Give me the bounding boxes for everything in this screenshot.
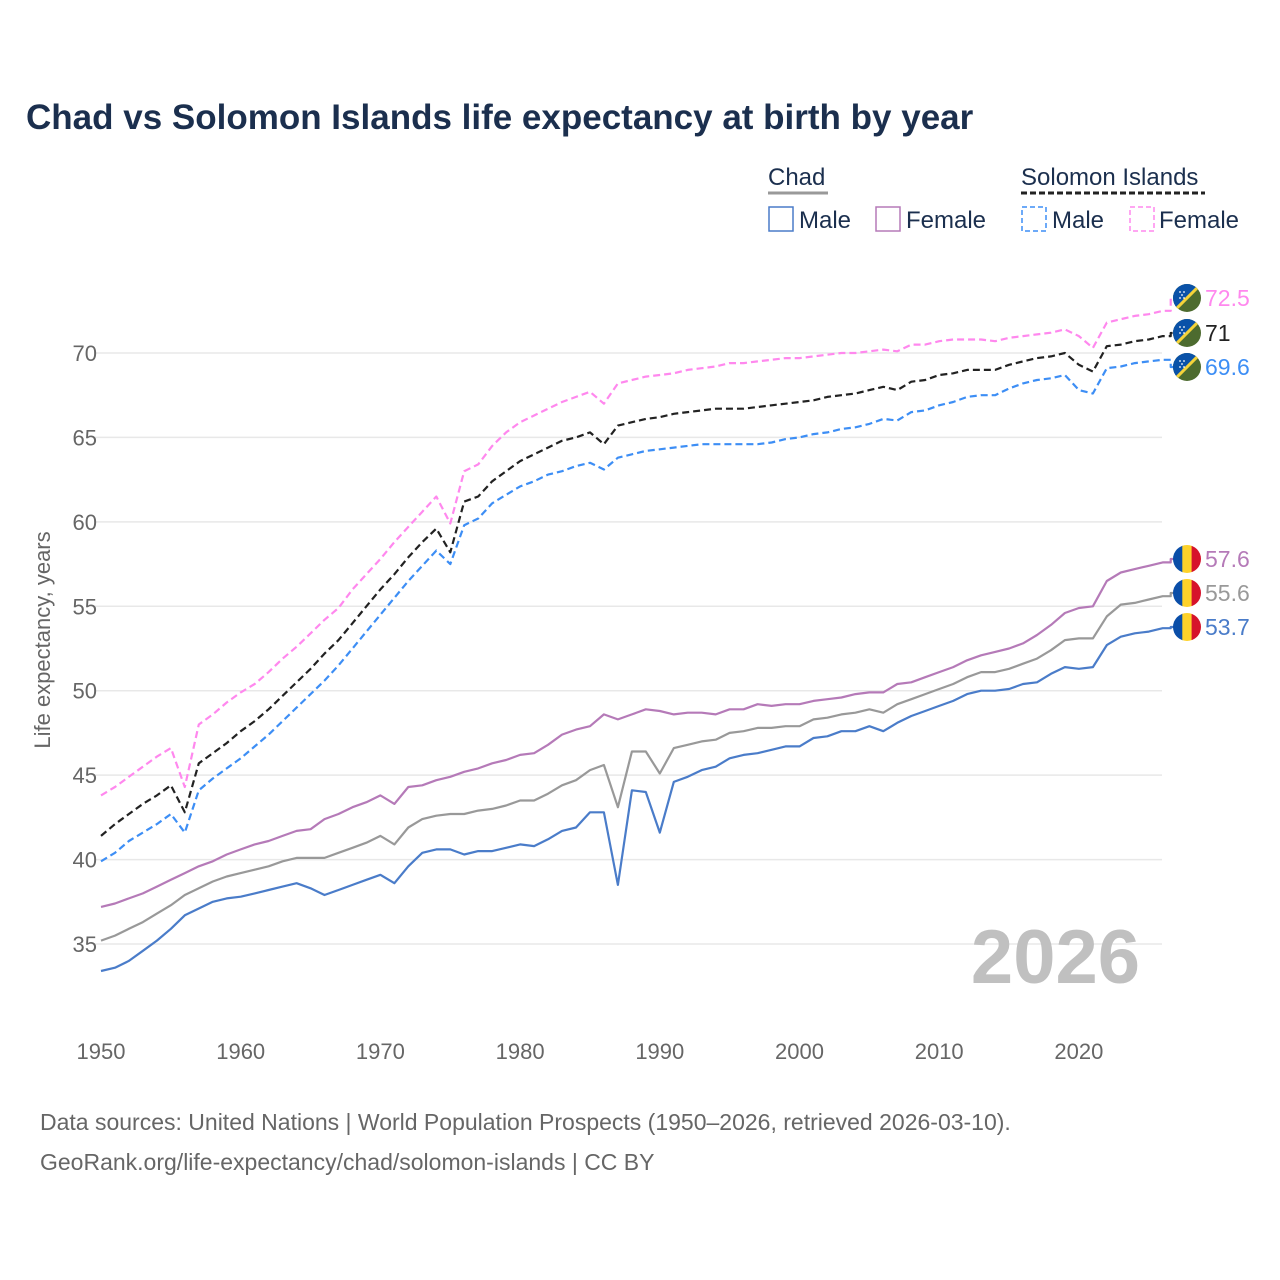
y-tick-label: 55 xyxy=(73,594,97,619)
chad-flag-icon xyxy=(1173,613,1201,641)
series-line-solomon-islands xyxy=(100,331,1175,837)
series-end-labels: 72.5 71 69.6 57.6 55.6 53.7 xyxy=(1173,284,1250,641)
chad-flag-icon xyxy=(1173,579,1201,607)
chad-flag-icon xyxy=(1173,545,1201,573)
x-tick-label: 2000 xyxy=(775,1039,824,1064)
legend-chad-male[interactable]: Male xyxy=(799,207,851,234)
series-line-solomon-islands-male xyxy=(100,358,1175,863)
x-tick-label: 2010 xyxy=(915,1039,964,1064)
end-value-label: 53.7 xyxy=(1205,614,1250,640)
legend-solomon-male[interactable]: Male xyxy=(1052,207,1104,234)
y-tick-label: 60 xyxy=(73,510,97,535)
series-line-solomon-islands-female xyxy=(100,296,1175,797)
y-tick-label: 40 xyxy=(73,848,97,873)
legend-chad-female[interactable]: Female xyxy=(906,207,986,234)
footer-link[interactable]: GeoRank.org/life-expectancy/chad/solomon… xyxy=(40,1149,655,1175)
footer-sources: Data sources: United Nations | World Pop… xyxy=(40,1109,1011,1135)
y-tick-label: 45 xyxy=(73,763,97,788)
y-axis-ticks: 35 40 45 50 55 60 65 70 xyxy=(73,341,97,957)
series-line-chad xyxy=(100,591,1175,942)
solomon-flag-icon xyxy=(1173,319,1201,347)
x-tick-label: 2020 xyxy=(1054,1039,1103,1064)
solomon-flag-icon xyxy=(1173,284,1201,312)
y-axis-label: Life expectancy, years xyxy=(30,531,55,748)
series-lines xyxy=(100,296,1175,973)
solomon-flag-icon xyxy=(1173,353,1201,381)
legend-chad-female-swatch[interactable] xyxy=(875,206,901,232)
legend: Chad Male Female Solomon Islands Male Fe… xyxy=(768,164,1239,234)
year-watermark: 2026 xyxy=(971,915,1140,1000)
series-line-chad-male xyxy=(100,625,1175,973)
chart-title: Chad vs Solomon Islands life expectancy … xyxy=(26,98,974,137)
legend-solomon-female-swatch[interactable] xyxy=(1129,206,1155,232)
gridlines xyxy=(95,352,1162,945)
x-tick-label: 1980 xyxy=(496,1039,545,1064)
x-axis-ticks: 1950 1960 1970 1980 1990 2000 2010 2020 xyxy=(77,1039,1104,1064)
end-value-label: 72.5 xyxy=(1205,285,1250,311)
x-tick-label: 1950 xyxy=(77,1039,126,1064)
y-tick-label: 35 xyxy=(73,932,97,957)
y-tick-label: 65 xyxy=(73,425,97,450)
legend-solomon-female[interactable]: Female xyxy=(1159,207,1239,234)
x-tick-label: 1990 xyxy=(635,1039,684,1064)
x-tick-label: 1970 xyxy=(356,1039,405,1064)
legend-group-solomon[interactable]: Solomon Islands xyxy=(1021,164,1198,191)
series-line-chad-female xyxy=(100,557,1175,908)
end-value-label: 55.6 xyxy=(1205,580,1250,606)
x-tick-label: 1960 xyxy=(216,1039,265,1064)
legend-group-chad[interactable]: Chad xyxy=(768,164,825,191)
legend-solomon-male-swatch[interactable] xyxy=(1021,206,1047,232)
end-value-label: 71 xyxy=(1205,320,1231,346)
y-tick-label: 50 xyxy=(73,679,97,704)
end-value-label: 57.6 xyxy=(1205,546,1250,572)
legend-chad-male-swatch[interactable] xyxy=(768,206,794,232)
y-tick-label: 70 xyxy=(73,341,97,366)
end-value-label: 69.6 xyxy=(1205,354,1250,380)
